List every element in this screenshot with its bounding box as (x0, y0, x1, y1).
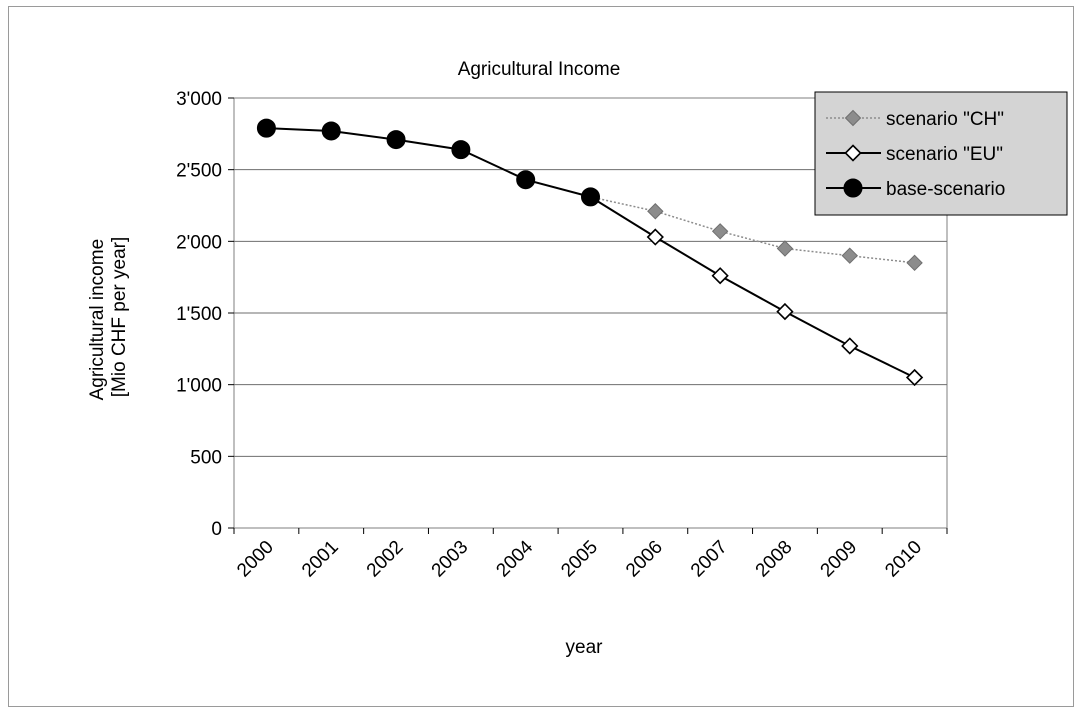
x-tick-label: 2000 (233, 537, 278, 582)
data-point (256, 118, 276, 138)
y-tick-label: 1'000 (176, 376, 222, 397)
data-point (841, 247, 858, 264)
data-point (647, 203, 664, 220)
data-point (711, 267, 729, 285)
x-axis-label: year (566, 637, 604, 658)
data-point (451, 140, 471, 160)
y-tick-label: 2'500 (176, 161, 222, 182)
legend-marker (844, 144, 862, 162)
data-point (711, 223, 729, 240)
legend-marker (844, 109, 862, 127)
data-point (321, 121, 341, 141)
series-line (266, 127, 591, 198)
series-line (590, 196, 915, 264)
x-tick-label: 2003 (428, 537, 473, 582)
y-axis-label-line-2: [Mio CHF per year] (109, 237, 130, 397)
x-tick-label: 2008 (752, 537, 797, 582)
x-tick-label: 2005 (557, 537, 602, 582)
legend-marker (843, 178, 863, 198)
y-tick-label: 0 (211, 519, 222, 540)
data-point (516, 170, 536, 190)
x-tick-label: 2004 (492, 536, 537, 581)
x-tick-label: 2001 (298, 537, 343, 582)
x-tick-label: 2009 (817, 537, 862, 582)
y-axis-label: Agricultural income [Mio CHF per year] (87, 234, 130, 401)
series-layer (256, 118, 924, 387)
y-tick-label: 1'500 (176, 304, 222, 325)
chart-frame: 0 500 1'000 1'500 2'000 2'500 3'000 2000 2001 20… (8, 6, 1074, 707)
chart-title: Agricultural Income (458, 59, 621, 80)
legend: scenario "CH" scenario "EU" base-scenario (814, 91, 1068, 216)
legend-label: scenario "EU" (886, 144, 1003, 165)
y-tick-label: 500 (190, 447, 222, 468)
y-tick-label: 2'000 (176, 232, 222, 253)
data-point (906, 254, 923, 272)
data-point (776, 302, 794, 321)
y-axis-label-line-1: Agricultural income (87, 239, 108, 401)
x-tick-label: 2002 (363, 537, 408, 582)
legend-label: base-scenario (886, 179, 1005, 200)
data-point (841, 337, 859, 355)
x-tick-label: 2006 (622, 537, 667, 582)
data-point (581, 187, 600, 207)
x-axis: 2000 2001 2002 2003 2004 2005 2006 2007 2008 2009… (233, 528, 948, 582)
data-point (905, 368, 924, 387)
data-point (646, 228, 664, 246)
y-tick-label: 3'000 (176, 89, 222, 110)
series-line (589, 196, 916, 379)
y-axis: 0 500 1'000 1'500 2'000 2'500 3'000 (176, 89, 234, 540)
data-point (386, 130, 406, 150)
x-tick-label: 2010 (881, 537, 926, 582)
x-tick-label: 2007 (687, 537, 732, 582)
legend-label: scenario "CH" (886, 109, 1004, 130)
data-point (776, 240, 794, 257)
